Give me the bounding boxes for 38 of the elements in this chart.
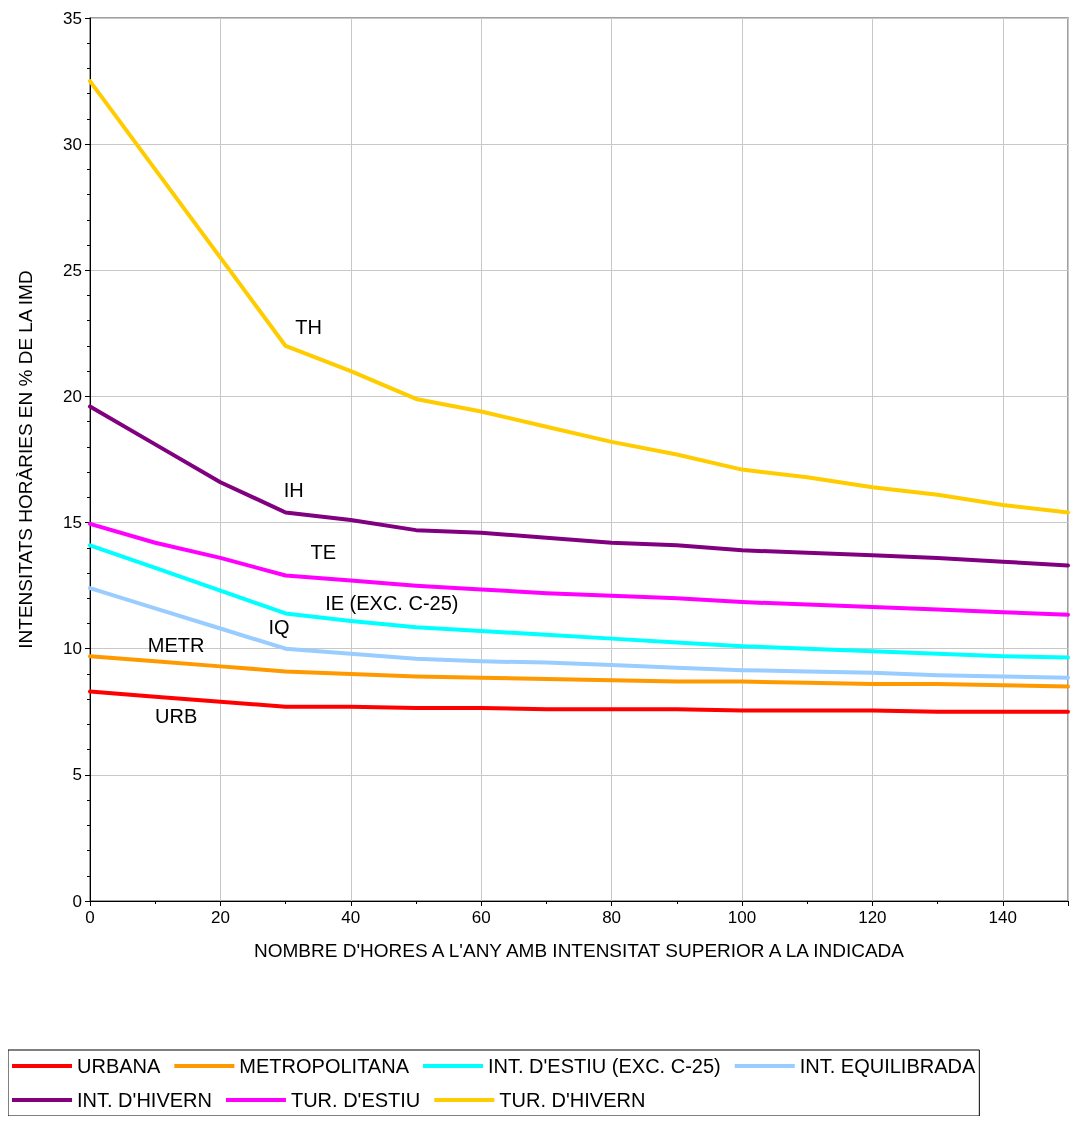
legend-label: INT. D'HIVERN (77, 1089, 212, 1111)
line-series (88, 404, 1070, 568)
line-series (88, 543, 1070, 660)
annotation: IE (EXC. C-25) (325, 591, 459, 614)
y-axis-title: INTENSITATS HORÀRIES EN % DE LA IMD (15, 270, 36, 649)
annotation: IQ (268, 616, 290, 639)
line-series (88, 586, 1070, 680)
x-tick-label: 0 (85, 908, 95, 927)
x-tick-label: 40 (341, 908, 361, 927)
y-tick-label: 5 (72, 765, 82, 785)
legend-label: INT. D'ESTIU (EXC. C-25) (488, 1055, 721, 1077)
x-tick-label: 100 (727, 908, 757, 927)
y-tick-label: 20 (63, 386, 82, 406)
y-tick-label: 10 (63, 639, 82, 659)
x-tick-label: 20 (210, 908, 230, 927)
x-tick-label: 80 (602, 908, 622, 927)
y-tick-label: 15 (63, 513, 82, 533)
x-tick-label: 120 (858, 908, 887, 927)
annotation: TH (295, 316, 322, 339)
legend-label: METROPOLITANA (239, 1055, 410, 1077)
line-series (88, 79, 1070, 515)
y-tick-label: 0 (72, 891, 82, 911)
annotation: URB (155, 704, 198, 727)
x-tick-label: 60 (471, 908, 491, 927)
legend-label: URBANA (77, 1055, 162, 1077)
y-tick-label: 25 (63, 260, 82, 280)
legend-label: TUR. D'HIVERN (499, 1089, 646, 1111)
annotation: IH (283, 479, 304, 502)
x-tick-label: 140 (988, 908, 1017, 927)
x-axis-title: NOMBRE D'HORES A L'ANY AMB INTENSITAT SUPERIOR A LA INDICADA (254, 940, 905, 961)
y-tick-label: 35 (63, 8, 82, 28)
legend-label: TUR. D'ESTIU (290, 1089, 421, 1111)
line-series (88, 521, 1070, 617)
legend-label: INT. EQUILIBRADA (799, 1055, 976, 1077)
y-tick-label: 30 (63, 134, 82, 154)
annotation: METR (147, 633, 205, 656)
annotation: TE (310, 541, 336, 564)
line-series (88, 654, 1070, 689)
